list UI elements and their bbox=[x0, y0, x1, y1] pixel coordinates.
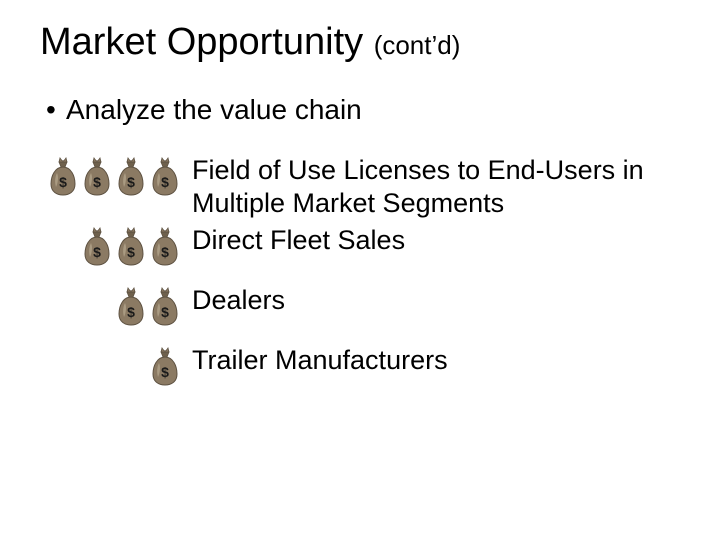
list-item-label: Direct Fleet Sales bbox=[192, 224, 405, 257]
svg-text:$: $ bbox=[161, 244, 169, 260]
icon-group: $ $ $ bbox=[42, 224, 192, 266]
money-bag-icon: $ bbox=[150, 346, 180, 386]
svg-text:$: $ bbox=[161, 304, 169, 320]
svg-text:$: $ bbox=[127, 244, 135, 260]
value-chain-list: $ $ $ $ Field of Use Licenses to End-Use… bbox=[42, 154, 680, 386]
list-item: $ $ $ Direct Fleet Sales bbox=[42, 224, 680, 266]
money-bag-icon: $ bbox=[116, 156, 146, 196]
money-bag-icon: $ bbox=[116, 226, 146, 266]
list-item: $ $ Dealers bbox=[42, 284, 680, 326]
money-bag-icon: $ bbox=[150, 156, 180, 196]
svg-text:$: $ bbox=[93, 244, 101, 260]
title-main-text: Market Opportunity bbox=[40, 21, 374, 63]
list-item-label: Dealers bbox=[192, 284, 285, 317]
money-bag-icon: $ bbox=[48, 156, 78, 196]
title-sub-text: (cont’d) bbox=[374, 30, 461, 60]
svg-text:$: $ bbox=[161, 364, 169, 380]
icon-group: $ $ bbox=[42, 284, 192, 326]
list-item-label: Field of Use Licenses to End-Users in Mu… bbox=[192, 154, 652, 220]
svg-text:$: $ bbox=[127, 304, 135, 320]
svg-text:$: $ bbox=[93, 174, 101, 190]
slide-title: Market Opportunity (cont’d) bbox=[40, 22, 680, 64]
money-bag-icon: $ bbox=[150, 286, 180, 326]
bullet-text: Analyze the value chain bbox=[66, 94, 362, 125]
bullet-line: •Analyze the value chain bbox=[46, 94, 680, 126]
svg-text:$: $ bbox=[59, 174, 67, 190]
bullet-dot: • bbox=[46, 94, 66, 126]
money-bag-icon: $ bbox=[82, 156, 112, 196]
list-item: $ Trailer Manufacturers bbox=[42, 344, 680, 386]
svg-text:$: $ bbox=[161, 174, 169, 190]
icon-group: $ bbox=[42, 344, 192, 386]
svg-text:$: $ bbox=[127, 174, 135, 190]
list-item: $ $ $ $ Field of Use Licenses to End-Use… bbox=[42, 154, 680, 220]
money-bag-icon: $ bbox=[116, 286, 146, 326]
icon-group: $ $ $ $ bbox=[42, 154, 192, 196]
list-item-label: Trailer Manufacturers bbox=[192, 344, 448, 377]
slide: Market Opportunity (cont’d) •Analyze the… bbox=[0, 0, 720, 540]
money-bag-icon: $ bbox=[150, 226, 180, 266]
money-bag-icon: $ bbox=[82, 226, 112, 266]
